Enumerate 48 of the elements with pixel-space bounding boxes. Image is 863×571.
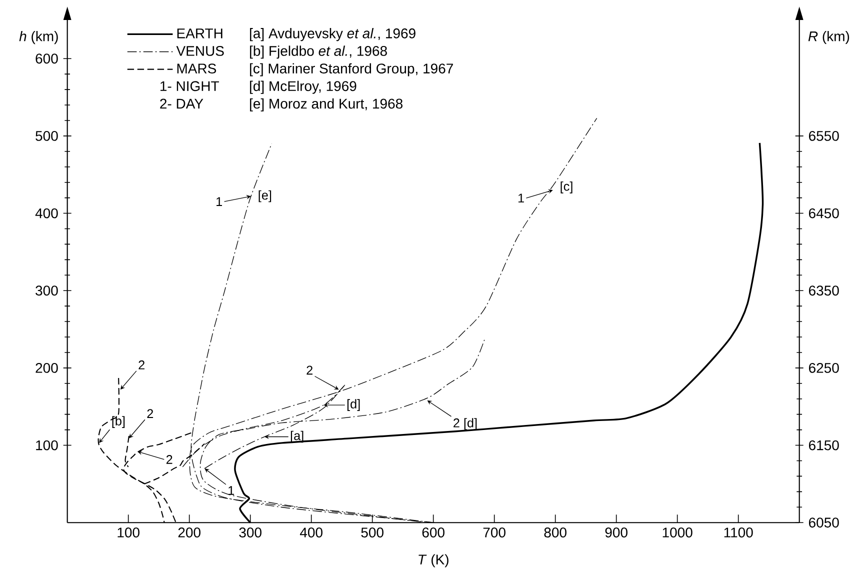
x-tick-label: 1000 xyxy=(662,528,692,538)
legend-label: EARTH xyxy=(177,28,222,38)
legend-label: MARS xyxy=(177,64,216,74)
annotation: 2 xyxy=(166,455,172,464)
y2-axis-title: R (km) xyxy=(808,31,850,44)
x-tick-label: 1100 xyxy=(724,528,753,538)
annotation: 2 xyxy=(138,360,144,370)
annotation: 2 xyxy=(306,366,312,375)
x-tick-label: 300 xyxy=(239,528,262,538)
y-tick-label: 400 xyxy=(35,208,58,218)
annotation: 2 [d] xyxy=(454,418,477,430)
x-tick-label: 900 xyxy=(605,528,628,538)
y-tick-label: 600 xyxy=(36,54,58,64)
annotation: 1 xyxy=(518,194,524,202)
annotation: 1- NIGHT xyxy=(160,81,219,92)
annotation: [c] Mariner Stanford Group, 1967 xyxy=(250,63,453,76)
annotation: [e] xyxy=(258,190,272,202)
annotation: [d] McElroy, 1969 xyxy=(250,80,356,94)
y2-tick-label: 6550 xyxy=(808,130,839,141)
y-tick-label: 200 xyxy=(36,362,58,373)
legend-label: VENUS xyxy=(176,46,224,56)
x-tick-label: 100 xyxy=(118,528,140,538)
annotation: 1 xyxy=(216,197,222,206)
y-tick-label: 500 xyxy=(36,130,58,141)
annotation: [b] xyxy=(112,416,125,428)
x-tick-label: 600 xyxy=(422,528,444,538)
x-tick-label: 200 xyxy=(178,528,200,538)
y2-tick-label: 6250 xyxy=(808,362,839,373)
y2-tick-label: 6350 xyxy=(808,286,839,296)
annotation: [e] Moroz and Kurt, 1968 xyxy=(250,98,402,112)
annotation: 2 xyxy=(147,409,154,418)
x-tick-label: 500 xyxy=(361,528,384,538)
y-tick-label: 100 xyxy=(36,440,58,450)
annotation: 2- DAY xyxy=(160,98,204,109)
x-tick-label: 400 xyxy=(300,528,322,538)
annotation: [d] xyxy=(347,399,360,411)
y2-tick-label: 6050 xyxy=(808,518,839,528)
y2-tick-label: 6150 xyxy=(808,440,839,450)
y2-tick-label: 6450 xyxy=(808,208,839,218)
y-axis-title: h (km) xyxy=(19,31,58,44)
annotation: [b] Fjeldbo et al., 1968 xyxy=(250,46,387,59)
x-tick-label: 800 xyxy=(544,528,566,538)
x-axis-title: T (K) xyxy=(418,554,448,568)
y-tick-label: 300 xyxy=(36,286,58,296)
annotation: [a] Avduyevsky et al., 1969 xyxy=(250,28,416,42)
x-tick-label: 700 xyxy=(483,528,506,538)
annotation: [c] xyxy=(560,182,572,194)
annotation: 1 xyxy=(228,486,234,495)
